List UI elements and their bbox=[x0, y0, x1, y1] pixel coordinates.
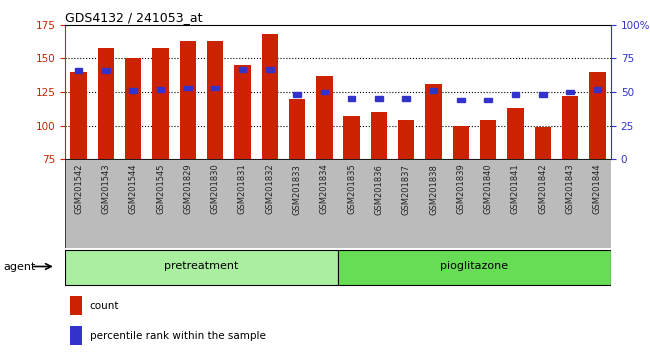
Text: agent: agent bbox=[3, 262, 36, 272]
Bar bbox=[70, 72, 87, 159]
Bar bbox=[316, 76, 333, 159]
Text: count: count bbox=[90, 301, 119, 310]
Bar bbox=[184, 86, 192, 90]
Text: GSM201833: GSM201833 bbox=[292, 164, 302, 215]
Bar bbox=[589, 72, 606, 159]
Text: pioglitazone: pioglitazone bbox=[441, 262, 508, 272]
Bar bbox=[398, 120, 415, 159]
Bar bbox=[75, 68, 83, 73]
Bar bbox=[152, 48, 169, 159]
Bar bbox=[266, 67, 274, 72]
Bar bbox=[430, 88, 437, 93]
Text: GSM201840: GSM201840 bbox=[484, 164, 493, 215]
Bar bbox=[562, 96, 578, 159]
Text: GSM201544: GSM201544 bbox=[129, 164, 138, 214]
Text: GSM201837: GSM201837 bbox=[402, 164, 411, 215]
Bar bbox=[65, 250, 338, 285]
Bar bbox=[457, 98, 465, 102]
Bar bbox=[261, 34, 278, 159]
Text: GSM201844: GSM201844 bbox=[593, 164, 602, 215]
Text: GSM201542: GSM201542 bbox=[74, 164, 83, 214]
Bar bbox=[98, 48, 114, 159]
Bar bbox=[338, 250, 611, 285]
Bar bbox=[370, 112, 387, 159]
Text: GSM201842: GSM201842 bbox=[538, 164, 547, 215]
Text: GSM201543: GSM201543 bbox=[101, 164, 111, 215]
Bar bbox=[348, 96, 356, 101]
Text: GSM201830: GSM201830 bbox=[211, 164, 220, 215]
Bar bbox=[102, 68, 110, 73]
Bar bbox=[70, 296, 83, 315]
Text: percentile rank within the sample: percentile rank within the sample bbox=[90, 331, 265, 341]
Bar bbox=[234, 65, 251, 159]
Bar bbox=[207, 41, 224, 159]
Text: GDS4132 / 241053_at: GDS4132 / 241053_at bbox=[65, 11, 203, 24]
Bar bbox=[534, 127, 551, 159]
Bar bbox=[129, 88, 137, 93]
Bar bbox=[70, 326, 83, 345]
Bar bbox=[425, 84, 442, 159]
Text: GSM201832: GSM201832 bbox=[265, 164, 274, 215]
Text: GSM201843: GSM201843 bbox=[566, 164, 575, 215]
Text: GSM201838: GSM201838 bbox=[429, 164, 438, 215]
Bar bbox=[343, 116, 360, 159]
Bar bbox=[480, 120, 497, 159]
Text: pretreatment: pretreatment bbox=[164, 262, 239, 272]
Bar bbox=[320, 90, 328, 95]
Text: GSM201545: GSM201545 bbox=[156, 164, 165, 214]
Bar bbox=[484, 98, 492, 102]
Bar bbox=[507, 108, 524, 159]
Text: GSM201834: GSM201834 bbox=[320, 164, 329, 215]
Bar bbox=[239, 67, 246, 72]
Bar bbox=[293, 92, 301, 97]
Bar bbox=[539, 92, 547, 97]
Bar bbox=[566, 90, 574, 95]
Bar bbox=[157, 87, 164, 92]
Bar bbox=[125, 58, 142, 159]
Text: GSM201836: GSM201836 bbox=[374, 164, 384, 215]
Text: GSM201829: GSM201829 bbox=[183, 164, 192, 215]
Text: GSM201835: GSM201835 bbox=[347, 164, 356, 215]
Bar bbox=[179, 41, 196, 159]
Bar bbox=[512, 92, 519, 97]
Bar bbox=[402, 96, 410, 101]
Bar bbox=[289, 99, 306, 159]
Bar bbox=[593, 87, 601, 92]
Text: GSM201831: GSM201831 bbox=[238, 164, 247, 215]
Text: GSM201839: GSM201839 bbox=[456, 164, 465, 215]
Text: GSM201841: GSM201841 bbox=[511, 164, 520, 215]
Bar bbox=[375, 96, 383, 101]
Bar bbox=[211, 86, 219, 90]
Bar bbox=[452, 126, 469, 159]
